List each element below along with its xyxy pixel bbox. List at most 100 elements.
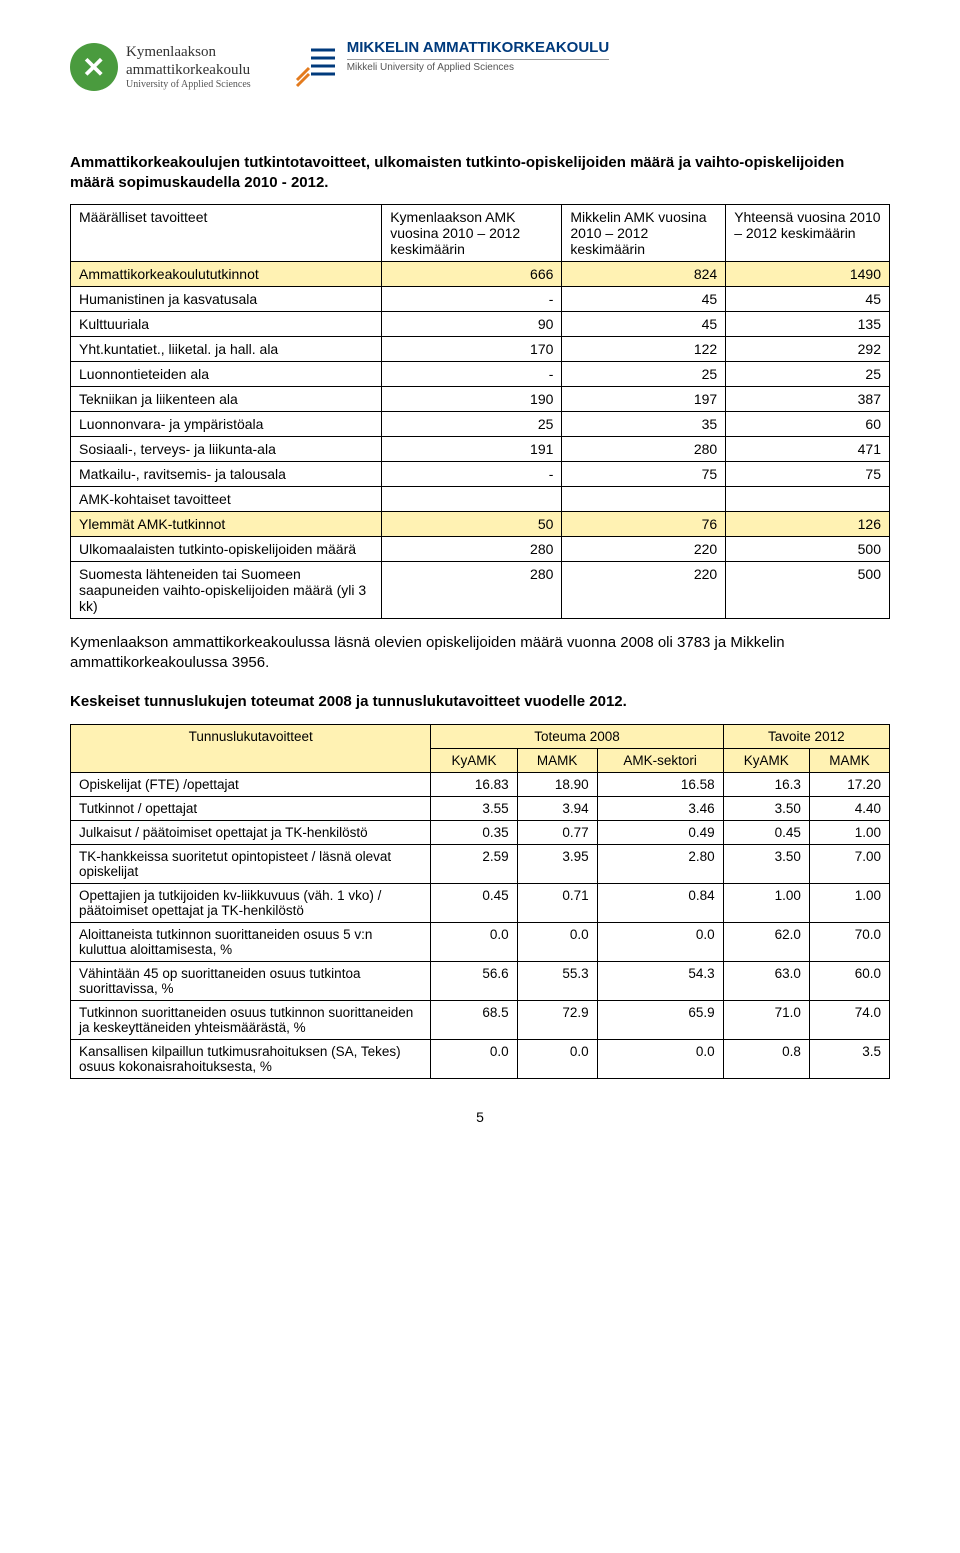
- th-mamk2: MAMK: [809, 748, 889, 772]
- cell-label: Humanistinen ja kasvatusala: [71, 287, 382, 312]
- cell-value: 500: [726, 537, 890, 562]
- cell-value: 0.84: [597, 883, 723, 922]
- paragraph-1: Kymenlaakson ammattikorkeakoulussa läsnä…: [70, 633, 890, 672]
- cell-value: 220: [562, 562, 726, 619]
- cell-label: Ulkomaalaisten tutkinto-opiskelijoiden m…: [71, 537, 382, 562]
- cell-value: 0.45: [431, 883, 517, 922]
- table-row: Ylemmät AMK-tutkinnot5076126: [71, 512, 890, 537]
- cell-value: 25: [382, 412, 562, 437]
- cell-value: 60: [726, 412, 890, 437]
- cell-label: Suomesta lähteneiden tai Suomeen saapune…: [71, 562, 382, 619]
- cell-value: 3.5: [809, 1039, 889, 1078]
- cell-value: 0.35: [431, 820, 517, 844]
- heading-1: Ammattikorkeakoulujen tutkintotavoitteet…: [70, 153, 890, 192]
- cell-value: 197: [562, 387, 726, 412]
- cell-value: 50: [382, 512, 562, 537]
- cell-value: 56.6: [431, 961, 517, 1000]
- table-row: AMK-kohtaiset tavoitteet: [71, 487, 890, 512]
- th-main: Tunnuslukutavoitteet: [71, 724, 431, 772]
- cell-value: 4.40: [809, 796, 889, 820]
- cell-value: 3.50: [723, 796, 809, 820]
- cell-label: Opiskelijat (FTE) /opettajat: [71, 772, 431, 796]
- table-row: Aloittaneista tutkinnon suorittaneiden o…: [71, 922, 890, 961]
- kymenlaakso-logo-text: Kymenlaakson ammattikorkeakoulu Universi…: [126, 43, 251, 91]
- table-row: Opettajien ja tutkijoiden kv-liikkuvuus …: [71, 883, 890, 922]
- cell-value: 170: [382, 337, 562, 362]
- cell-value: 0.0: [517, 1039, 597, 1078]
- cell-label: TK-hankkeissa suoritetut opintopisteet /…: [71, 844, 431, 883]
- cell-value: 76: [562, 512, 726, 537]
- cell-label: Vähintään 45 op suorittaneiden osuus tut…: [71, 961, 431, 1000]
- cell-label: Tutkinnon suorittaneiden osuus tutkinnon…: [71, 1000, 431, 1039]
- cell-value: 65.9: [597, 1000, 723, 1039]
- logo-sub: University of Applied Sciences: [126, 79, 251, 91]
- cell-value: 220: [562, 537, 726, 562]
- th-amksektori: AMK-sektori: [597, 748, 723, 772]
- cell-value: 191: [382, 437, 562, 462]
- logo-main: MIKKELIN AMMATTIKORKEAKOULU: [347, 40, 609, 57]
- logo-header: Kymenlaakson ammattikorkeakoulu Universi…: [70, 40, 890, 93]
- cell-value: 666: [382, 262, 562, 287]
- cell-value: 126: [726, 512, 890, 537]
- table-row: Julkaisut / päätoimiset opettajat ja TK-…: [71, 820, 890, 844]
- cell-value: [562, 487, 726, 512]
- cell-label: Yht.kuntatiet., liiketal. ja hall. ala: [71, 337, 382, 362]
- cell-value: 55.3: [517, 961, 597, 1000]
- kymenlaakso-logo-icon: [70, 43, 118, 91]
- mikkeli-logo-icon: [291, 40, 339, 93]
- cell-value: 18.90: [517, 772, 597, 796]
- cell-value: 190: [382, 387, 562, 412]
- cell-value: 45: [726, 287, 890, 312]
- th-mamk: MAMK: [517, 748, 597, 772]
- cell-value: 471: [726, 437, 890, 462]
- cell-value: 0.0: [431, 922, 517, 961]
- cell-value: 45: [562, 287, 726, 312]
- cell-value: 25: [726, 362, 890, 387]
- cell-value: 0.77: [517, 820, 597, 844]
- cell-value: 75: [562, 462, 726, 487]
- cell-value: 25: [562, 362, 726, 387]
- cell-value: 3.46: [597, 796, 723, 820]
- cell-label: Matkailu-, ravitsemis- ja talousala: [71, 462, 382, 487]
- table-row: Tutkinnon suorittaneiden osuus tutkinnon…: [71, 1000, 890, 1039]
- cell-value: 824: [562, 262, 726, 287]
- table-row: Suomesta lähteneiden tai Suomeen saapune…: [71, 562, 890, 619]
- cell-label: Aloittaneista tutkinnon suorittaneiden o…: [71, 922, 431, 961]
- cell-label: Opettajien ja tutkijoiden kv-liikkuvuus …: [71, 883, 431, 922]
- cell-value: 16.3: [723, 772, 809, 796]
- table-row: Sosiaali-, terveys- ja liikunta-ala19128…: [71, 437, 890, 462]
- cell-label: Ylemmät AMK-tutkinnot: [71, 512, 382, 537]
- table-row: Kansallisen kilpaillun tutkimusrahoituks…: [71, 1039, 890, 1078]
- cell-value: 1490: [726, 262, 890, 287]
- heading-2: Keskeiset tunnuslukujen toteumat 2008 ja…: [70, 692, 890, 712]
- cell-value: 75: [726, 462, 890, 487]
- mikkeli-logo: MIKKELIN AMMATTIKORKEAKOULU Mikkeli Univ…: [291, 40, 609, 93]
- cell-value: 280: [382, 537, 562, 562]
- cell-value: 3.95: [517, 844, 597, 883]
- cell-value: 122: [562, 337, 726, 362]
- cell-value: 74.0: [809, 1000, 889, 1039]
- th-kyamk: KyAMK: [431, 748, 517, 772]
- cell-value: 72.9: [517, 1000, 597, 1039]
- page-number: 5: [70, 1109, 890, 1125]
- table-row: Kulttuuriala9045135: [71, 312, 890, 337]
- logo-sub: Mikkeli University of Applied Sciences: [347, 59, 609, 73]
- cell-value: 35: [562, 412, 726, 437]
- cell-value: 45: [562, 312, 726, 337]
- cell-label: Sosiaali-, terveys- ja liikunta-ala: [71, 437, 382, 462]
- th-col3: Yhteensä vuosina 2010 – 2012 keskimäärin: [726, 205, 890, 262]
- cell-value: 70.0: [809, 922, 889, 961]
- cell-value: 90: [382, 312, 562, 337]
- table-row: Vähintään 45 op suorittaneiden osuus tut…: [71, 961, 890, 1000]
- cell-value: 0.49: [597, 820, 723, 844]
- cell-value: 62.0: [723, 922, 809, 961]
- cell-value: 0.0: [517, 922, 597, 961]
- th-col2: Mikkelin AMK vuosina 2010 – 2012 keskimä…: [562, 205, 726, 262]
- cell-value: 1.00: [723, 883, 809, 922]
- table-row: Humanistinen ja kasvatusala-4545: [71, 287, 890, 312]
- cell-value: 2.80: [597, 844, 723, 883]
- table-row: Matkailu-, ravitsemis- ja talousala-7575: [71, 462, 890, 487]
- th-label: Määrälliset tavoitteet: [71, 205, 382, 262]
- cell-label: Ammattikorkeakoulututkinnot: [71, 262, 382, 287]
- cell-label: Tekniikan ja liikenteen ala: [71, 387, 382, 412]
